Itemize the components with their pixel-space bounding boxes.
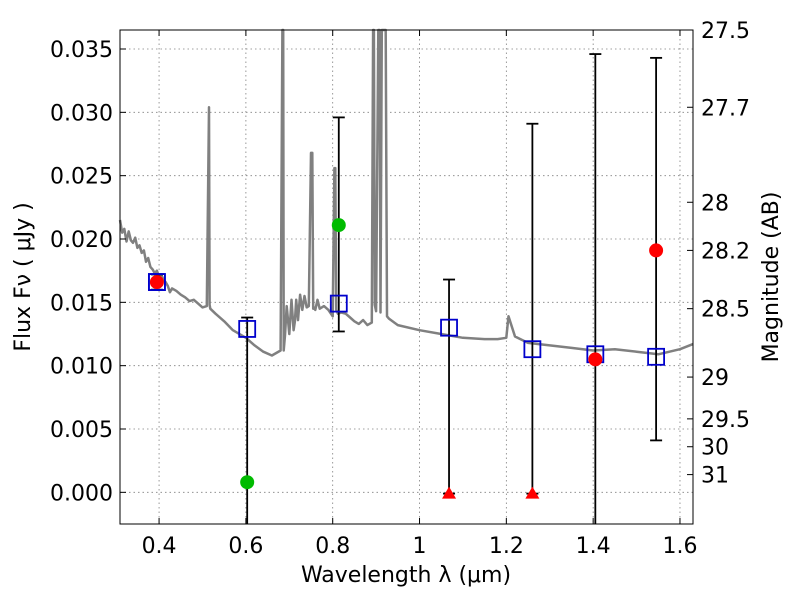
model-band-square [238, 320, 257, 338]
grid-lines [120, 30, 693, 524]
model-band-square [647, 347, 666, 366]
model-band-square [523, 340, 542, 359]
upper-limit-triangle [442, 486, 457, 499]
y-tick-label: 0.005 [50, 418, 113, 443]
right-tick-label: 27.7 [701, 96, 750, 121]
axis-ticks: 0.4 0.6 0.8 1 1.2 1.4 1.6 0.000 0.005 0.010 0.015 0… [50, 19, 750, 559]
y-tick-label: 0.015 [50, 291, 113, 316]
markers-group [147, 218, 666, 499]
right-tick-label: 27.5 [701, 19, 750, 44]
non-detection-point [331, 218, 346, 233]
upper-limit-triangle [525, 486, 540, 499]
y-tick-label: 0.025 [50, 165, 113, 190]
x-tick-label: 1.2 [489, 534, 524, 559]
model-band-square [329, 294, 348, 313]
detection-point [149, 275, 164, 290]
right-tick-label: 30 [701, 436, 729, 461]
right-tick-label: 28 [701, 191, 729, 216]
model-band-square [440, 318, 458, 337]
right-tick-label: 28.2 [701, 239, 750, 264]
x-tick-label: 0.8 [315, 534, 350, 559]
non-detection-point [240, 475, 255, 490]
x-tick-label: 0.6 [228, 534, 263, 559]
y-tick-label: 0.035 [50, 38, 113, 63]
y-tick-label: 0.000 [50, 481, 113, 506]
y-axis-label: Flux Fν ( μJy ) [11, 202, 36, 351]
plot-frame [119, 29, 694, 525]
right-tick-label: 28.5 [701, 298, 750, 323]
detection-point [649, 243, 664, 258]
x-tick-label: 1.4 [576, 534, 611, 559]
x-tick-label: 1 [413, 534, 427, 559]
right-tick-label: 29 [701, 366, 729, 391]
y-right-axis-label: Magnitude (AB) [759, 192, 784, 363]
detection-point [588, 352, 603, 367]
x-tick-label: 0.4 [142, 534, 177, 559]
y-tick-label: 0.030 [50, 101, 113, 126]
y-tick-label: 0.010 [50, 355, 113, 380]
right-tick-label: 31 [701, 464, 729, 489]
right-tick-label: 29.5 [701, 408, 750, 433]
model-band-square-overlay [147, 273, 166, 291]
x-tick-label: 1.6 [662, 534, 697, 559]
x-axis-label: Wavelength λ (μm) [301, 563, 511, 588]
y-tick-label: 0.020 [50, 228, 113, 253]
